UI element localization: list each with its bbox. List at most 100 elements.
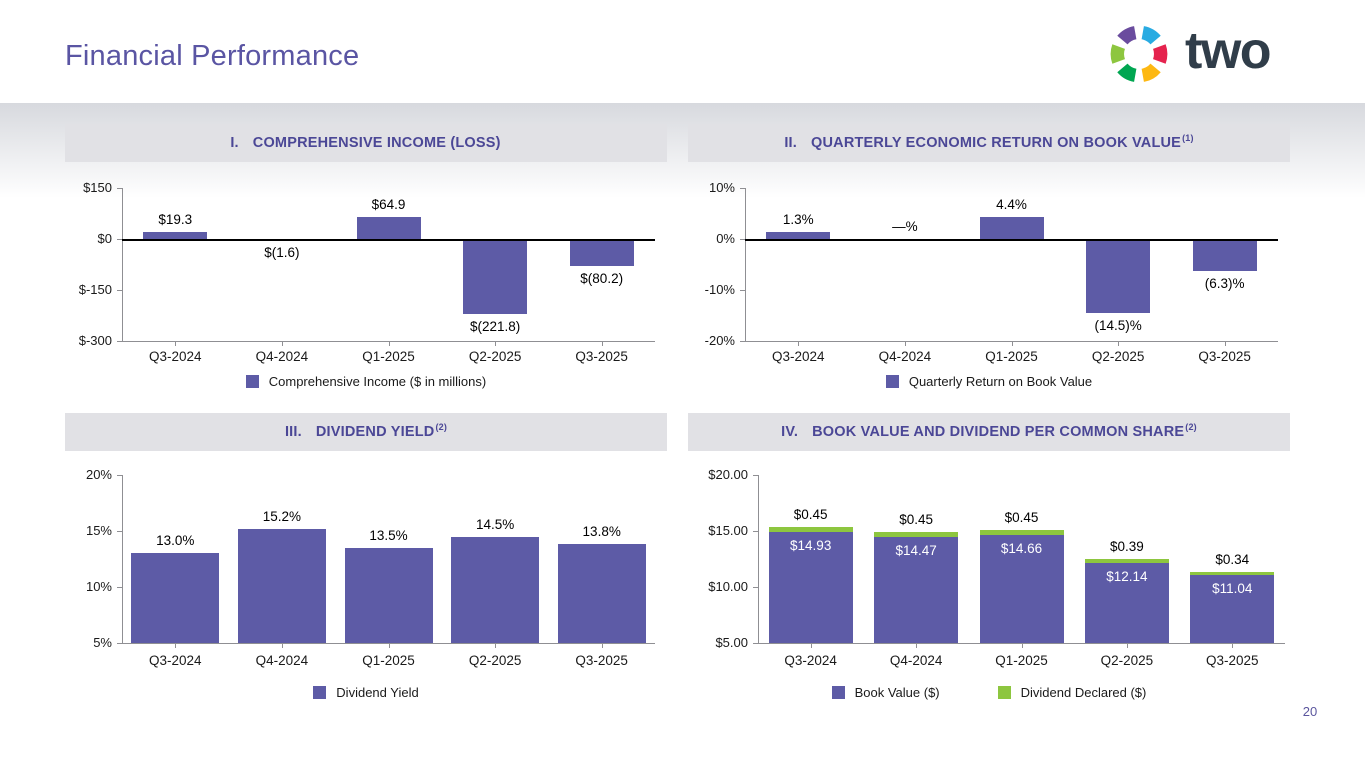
x-axis-tick (281, 342, 283, 346)
x-category-label: Q4-2024 (889, 653, 943, 668)
x-category-label: Q3-2025 (1198, 349, 1251, 364)
panel-superscript: (2) (435, 422, 448, 432)
x-category-label: Q2-2025 (468, 653, 522, 668)
value-bar (344, 547, 433, 643)
value-label: 1.3% (782, 212, 814, 228)
dividend-bar (768, 526, 853, 532)
book-value-bar (979, 534, 1064, 643)
legend-item: Dividend Declared ($) (997, 685, 1146, 700)
x-category-label: Q3-2024 (772, 349, 825, 364)
zero-line (122, 239, 655, 241)
company-logo: two (1106, 20, 1272, 88)
value-bar (237, 528, 326, 643)
y-tick-label: 5% (93, 635, 112, 650)
value-bar (979, 216, 1044, 239)
x-axis-tick (388, 342, 390, 346)
legend-item: Quarterly Return on Book Value (885, 374, 1093, 389)
page-title: Financial Performance (65, 40, 360, 72)
x-category-label: Q1-2025 (995, 653, 1048, 668)
x-axis-line (745, 341, 1278, 342)
x-axis-tick (495, 342, 497, 346)
y-axis-tick (117, 290, 122, 291)
chart-legend: Comprehensive Income ($ in millions) (65, 374, 667, 389)
x-axis-tick (1118, 342, 1120, 346)
book-value-bar (1190, 575, 1275, 643)
panel-quarterly-economic-return: II. QUARTERLY ECONOMIC RETURN ON BOOK VA… (688, 124, 1290, 404)
x-category-label: Q4-2024 (878, 349, 932, 364)
logo-segment-purple (1117, 26, 1137, 45)
x-axis-tick (916, 644, 918, 648)
value-bar (569, 239, 634, 267)
logo-segment-green (1110, 44, 1126, 64)
y-axis-tick (117, 475, 122, 476)
book-value-bar (1084, 563, 1169, 643)
legend-item: Book Value ($) (831, 685, 940, 700)
panel-header: IV. BOOK VALUE AND DIVIDEND PER COMMON S… (688, 413, 1290, 451)
logo-segment-yellow (1141, 63, 1161, 82)
book-value-label: $12.14 (1106, 569, 1148, 585)
y-axis-tick (740, 188, 745, 189)
value-bar (557, 544, 646, 643)
y-axis-tick (753, 587, 758, 588)
logo-segment-red (1152, 44, 1168, 64)
page-number: 20 (1302, 704, 1318, 719)
dividend-label: $0.45 (793, 506, 828, 522)
panel-header: I. COMPREHENSIVE INCOME (LOSS) (65, 124, 667, 162)
y-tick-label: 10% (708, 180, 735, 195)
legend-swatch (245, 375, 259, 388)
y-axis-line (122, 188, 123, 341)
x-axis-tick (1126, 644, 1128, 648)
x-category-label: Q1-2025 (985, 349, 1038, 364)
panel-superscript: (2) (1185, 422, 1197, 432)
panel-comprehensive-income-loss: I. COMPREHENSIVE INCOME (LOSS) $150 $0 $-1… (65, 124, 667, 404)
y-tick-label: -10% (704, 282, 735, 297)
legend-label: Quarterly Return on Book Value (908, 374, 1093, 389)
x-axis-tick (1224, 342, 1226, 346)
x-category-label: Q3-2024 (149, 653, 202, 668)
y-tick-label: $150 (83, 180, 112, 195)
value-label: 13.5% (369, 527, 408, 543)
dividend-bar (1084, 558, 1169, 564)
x-axis-tick (810, 644, 812, 648)
value-bar (463, 239, 528, 315)
panel-title: COMPREHENSIVE INCOME (LOSS) (252, 135, 501, 151)
legend-swatch (313, 686, 327, 699)
value-label: $(1.6) (264, 245, 300, 260)
dividend-bar (979, 529, 1064, 535)
x-category-label: Q2-2025 (1091, 349, 1145, 364)
y-tick-label: $-300 (78, 333, 112, 348)
panel-numeral: I. (230, 135, 239, 151)
chart-legend: Quarterly Return on Book Value (688, 374, 1290, 389)
x-axis-tick (1232, 644, 1234, 648)
value-bar (143, 232, 208, 239)
x-category-label: Q2-2025 (1100, 653, 1154, 668)
value-bar (131, 553, 220, 643)
y-axis-tick (117, 239, 122, 240)
x-category-label: Q3-2024 (784, 653, 837, 668)
x-axis-line (758, 643, 1285, 644)
x-axis-tick (175, 644, 177, 648)
value-label: $(221.8) (469, 319, 521, 335)
y-tick-label: 10% (85, 579, 112, 594)
panel-dividend-yield: III. DIVIDEND YIELD (2) 20% 15% 10% 5% Q3-20… (65, 413, 667, 713)
y-axis-tick (753, 531, 758, 532)
logo-pinwheel-icon (1110, 26, 1168, 82)
value-label: $64.9 (371, 196, 406, 212)
book-value-bar (874, 536, 959, 643)
panel-title: DIVIDEND YIELD (315, 424, 435, 440)
y-axis-tick (117, 587, 122, 588)
book-value-label: $14.93 (790, 537, 832, 553)
legend-swatch (831, 686, 845, 699)
value-label: 13.0% (156, 533, 195, 549)
chart-plot-area: $150 $0 $-150 $-300 Q3-2024 Q4-2024 Q1-2025 Q2-… (65, 124, 667, 404)
y-tick-label: $0 (97, 231, 112, 246)
dividend-label: $0.34 (1215, 551, 1250, 567)
logo-wordmark: two (1185, 22, 1272, 80)
x-axis-tick (904, 342, 906, 346)
y-tick-label: $5.00 (715, 635, 748, 650)
panel-numeral: II. (784, 135, 797, 151)
value-bar (766, 232, 831, 239)
y-axis-tick (117, 643, 122, 644)
x-axis-tick (1011, 342, 1013, 346)
value-label: (14.5)% (1094, 317, 1142, 333)
